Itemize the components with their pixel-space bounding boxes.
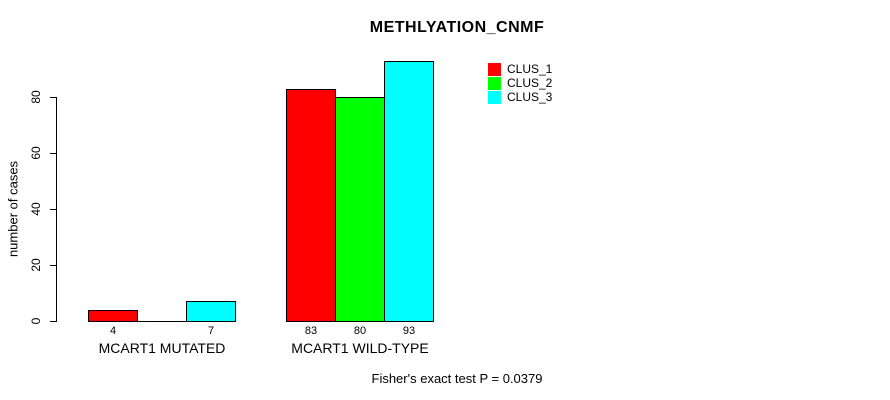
legend-item-CLUS_2: CLUS_2 [488, 76, 552, 90]
y-tick-label: 20 [29, 258, 43, 272]
y-axis-label: number of cases [5, 160, 21, 258]
bar-CLUS_1-MCART1 WILD-TYPE [286, 89, 336, 322]
legend-item-CLUS_3: CLUS_3 [488, 90, 552, 104]
y-tick-mark [50, 153, 57, 154]
legend-label: CLUS_2 [507, 76, 553, 90]
y-tick-mark [50, 265, 57, 266]
x-group-label: MCART1 MUTATED [98, 340, 226, 356]
legend-swatch-icon [488, 76, 501, 90]
legend-label: CLUS_3 [507, 90, 553, 104]
bar-value-label: 7 [207, 325, 215, 337]
bar-CLUS_3-MCART1 WILD-TYPE [384, 61, 434, 322]
y-tick-mark [50, 209, 57, 210]
bar-value-label: 93 [402, 325, 416, 337]
footnote-text: Fisher's exact test P = 0.0379 [371, 371, 543, 386]
legend-item-CLUS_1: CLUS_1 [488, 62, 552, 76]
y-tick-mark [50, 97, 57, 98]
y-tick-label: 60 [29, 146, 43, 160]
y-tick-label: 40 [29, 202, 43, 216]
y-tick-label: 0 [29, 317, 43, 325]
bar-CLUS_2-MCART1 MUTATED [137, 321, 187, 322]
y-tick-label: 80 [29, 90, 43, 104]
legend-swatch-icon [488, 90, 501, 104]
legend-label: CLUS_1 [507, 62, 553, 76]
bar-CLUS_3-MCART1 MUTATED [186, 301, 236, 322]
legend-swatch-icon [488, 62, 501, 76]
x-group-label: MCART1 WILD-TYPE [291, 340, 429, 356]
legend: CLUS_1 CLUS_2 CLUS_3 [488, 62, 552, 104]
bar-value-label: 4 [109, 325, 117, 337]
y-tick-mark [50, 321, 57, 322]
chart-title: METHLYATION_CNMF [369, 19, 545, 36]
bar-value-label: 80 [353, 325, 367, 337]
bar-CLUS_2-MCART1 WILD-TYPE [335, 97, 385, 322]
bar-value-label: 83 [304, 325, 318, 337]
bar-CLUS_1-MCART1 MUTATED [88, 310, 138, 322]
